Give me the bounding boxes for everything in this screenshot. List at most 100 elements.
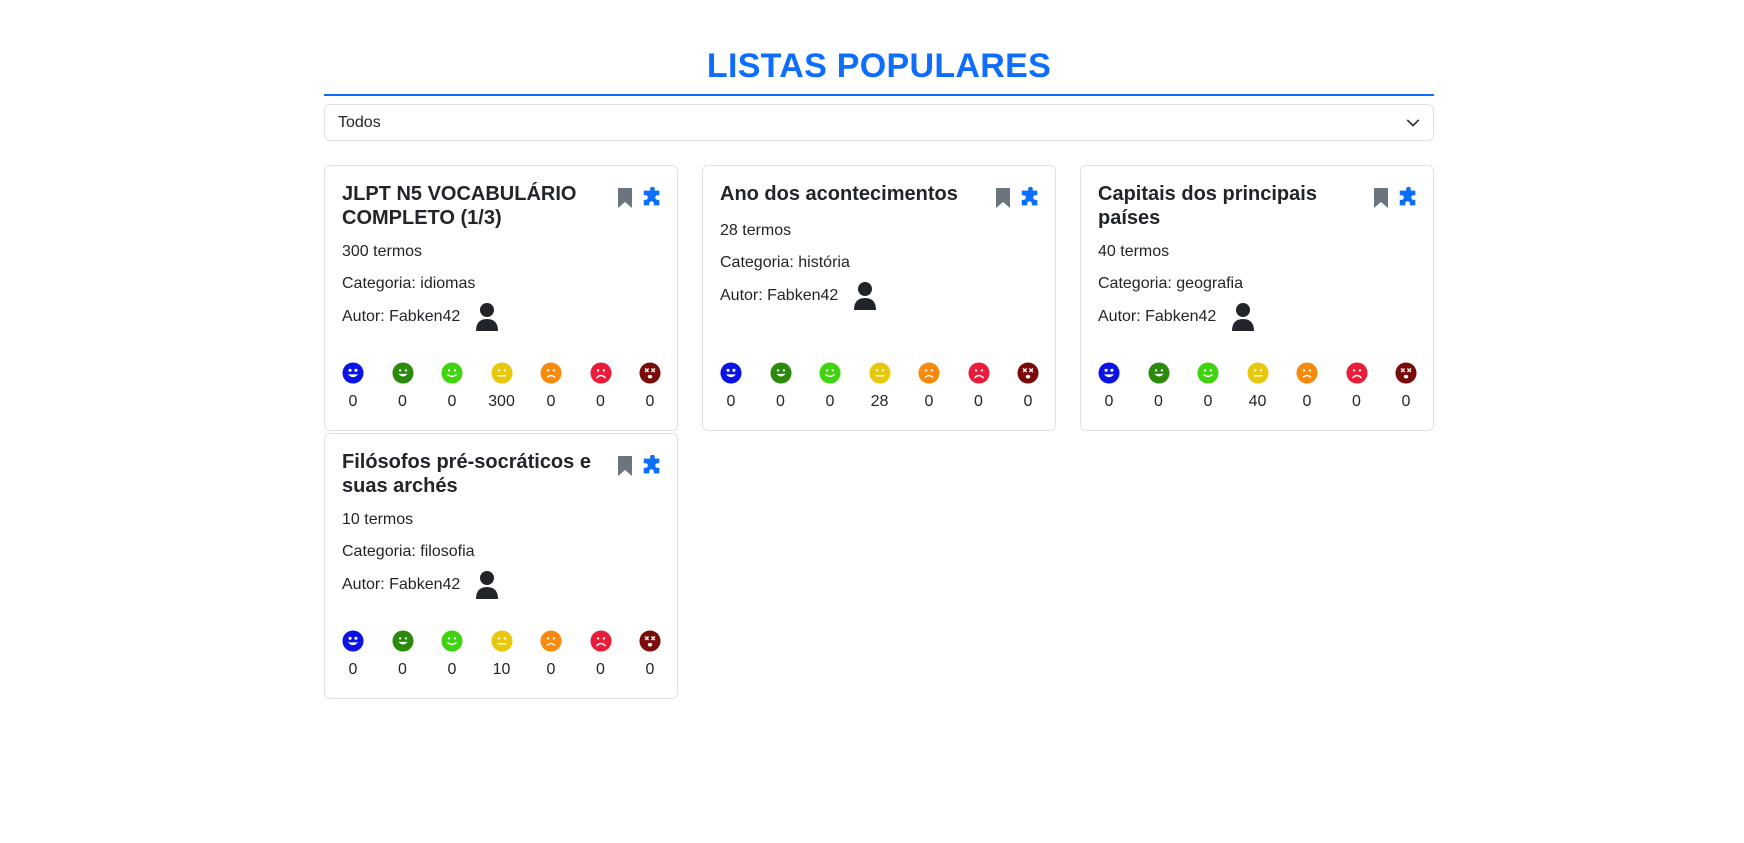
score-count: 0 xyxy=(546,661,556,678)
chevron-down-icon xyxy=(1406,119,1420,126)
score-count: 0 xyxy=(1203,393,1213,410)
score-count: 0 xyxy=(1104,393,1114,410)
puzzle-icon[interactable] xyxy=(1019,186,1039,209)
score-good: 0 xyxy=(1197,362,1219,412)
score-great: 0 xyxy=(769,362,792,412)
score-neutral: 10 xyxy=(490,630,513,680)
page-title: LISTAS POPULARES xyxy=(324,44,1434,96)
score-sad: 0 xyxy=(918,362,940,412)
score-count: 0 xyxy=(1401,393,1411,410)
bad-face-icon xyxy=(589,362,612,389)
score-row: 0 0 0 40 0 0 0 xyxy=(1098,362,1417,412)
score-count: 0 xyxy=(348,393,358,410)
score-count: 0 xyxy=(645,661,655,678)
author-row: Autor: Fabken42 xyxy=(342,570,661,600)
great-face-icon xyxy=(391,362,414,389)
author-label: Autor: Fabken42 xyxy=(342,308,461,325)
score-sad: 0 xyxy=(540,362,562,412)
score-good: 0 xyxy=(819,362,841,412)
terms-count: 40 termos xyxy=(1098,243,1170,260)
author-row: Autor: Fabken42 xyxy=(1098,302,1417,332)
bookmark-icon[interactable] xyxy=(615,187,635,209)
dead-face-icon xyxy=(1017,362,1039,389)
score-neutral: 28 xyxy=(868,362,891,412)
bookmark-icon[interactable] xyxy=(993,187,1013,209)
score-count: 0 xyxy=(596,393,605,410)
user-icon[interactable] xyxy=(474,570,500,600)
score-count: 0 xyxy=(974,393,983,410)
user-icon[interactable] xyxy=(474,302,500,332)
sad-face-icon xyxy=(918,362,940,389)
puzzle-icon[interactable] xyxy=(641,186,661,209)
bookmark-icon[interactable] xyxy=(615,455,635,477)
score-count: 10 xyxy=(492,661,511,678)
score-count: 0 xyxy=(825,393,835,410)
score-great: 0 xyxy=(391,362,414,412)
good-face-icon xyxy=(441,630,463,657)
puzzle-icon[interactable] xyxy=(1397,186,1417,209)
user-icon[interactable] xyxy=(1230,302,1256,332)
neutral-face-icon xyxy=(490,630,513,657)
score-row: 0 0 0 28 0 0 0 xyxy=(720,362,1039,412)
author-label: Autor: Fabken42 xyxy=(342,576,461,593)
score-bad: 0 xyxy=(967,362,990,412)
score-good: 0 xyxy=(441,630,463,680)
bookmark-icon[interactable] xyxy=(1371,187,1391,209)
score-bad: 0 xyxy=(589,630,612,680)
card-title[interactable]: Filósofos pré-socráticos e suas archés xyxy=(342,451,591,497)
score-dead: 0 xyxy=(1017,362,1039,412)
neutral-face-icon xyxy=(490,362,513,389)
score-good: 0 xyxy=(441,362,463,412)
score-sad: 0 xyxy=(1296,362,1318,412)
terms-count: 28 termos xyxy=(720,222,792,239)
user-icon[interactable] xyxy=(852,281,878,311)
score-count: 0 xyxy=(1352,393,1361,410)
score-count: 300 xyxy=(488,393,515,410)
perfect-face-icon xyxy=(720,362,742,389)
great-face-icon xyxy=(1147,362,1170,389)
bad-face-icon xyxy=(1345,362,1368,389)
score-count: 40 xyxy=(1248,393,1267,410)
card-title[interactable]: Capitais dos principais países xyxy=(1098,183,1317,229)
bad-face-icon xyxy=(589,630,612,657)
good-face-icon xyxy=(819,362,841,389)
score-perfect: 0 xyxy=(1098,362,1120,412)
score-bad: 0 xyxy=(1345,362,1368,412)
dead-face-icon xyxy=(1395,362,1417,389)
puzzle-icon[interactable] xyxy=(641,454,661,477)
score-dead: 0 xyxy=(639,630,661,680)
list-card[interactable]: Filósofos pré-socráticos e suas archés 10… xyxy=(324,433,678,699)
score-dead: 0 xyxy=(639,362,661,412)
score-count: 0 xyxy=(546,393,556,410)
author-row: Autor: Fabken42 xyxy=(720,281,1039,311)
score-count: 0 xyxy=(348,661,358,678)
score-count: 28 xyxy=(870,393,889,410)
main-container: LISTAS POPULARES Todos JLPT N5 VOCABULÁR… xyxy=(324,0,1434,699)
score-neutral: 40 xyxy=(1246,362,1269,412)
dead-face-icon xyxy=(639,630,661,657)
score-count: 0 xyxy=(447,661,457,678)
score-perfect: 0 xyxy=(720,362,742,412)
score-count: 0 xyxy=(924,393,934,410)
score-great: 0 xyxy=(1147,362,1170,412)
list-card[interactable]: Capitais dos principais países 40 termos C… xyxy=(1080,165,1434,431)
card-title[interactable]: Ano dos acontecimentos xyxy=(720,183,958,205)
filter-selected-value: Todos xyxy=(338,113,381,131)
card-title[interactable]: JLPT N5 VOCABULÁRIO COMPLETO (1/3) xyxy=(342,183,577,229)
score-count: 0 xyxy=(447,393,457,410)
score-neutral: 300 xyxy=(488,362,515,412)
score-perfect: 0 xyxy=(342,630,364,680)
neutral-face-icon xyxy=(868,362,891,389)
dead-face-icon xyxy=(639,362,661,389)
terms-count: 300 termos xyxy=(342,243,423,260)
list-card[interactable]: Ano dos acontecimentos 28 termos Categoria… xyxy=(702,165,1056,431)
score-bad: 0 xyxy=(589,362,612,412)
author-label: Autor: Fabken42 xyxy=(1098,308,1217,325)
perfect-face-icon xyxy=(342,362,364,389)
list-card[interactable]: JLPT N5 VOCABULÁRIO COMPLETO (1/3) 300 te… xyxy=(324,165,678,431)
lists-grid: JLPT N5 VOCABULÁRIO COMPLETO (1/3) 300 te… xyxy=(324,165,1434,699)
category-filter-select[interactable]: Todos xyxy=(324,104,1434,141)
score-great: 0 xyxy=(391,630,414,680)
score-count: 0 xyxy=(1023,393,1033,410)
great-face-icon xyxy=(769,362,792,389)
